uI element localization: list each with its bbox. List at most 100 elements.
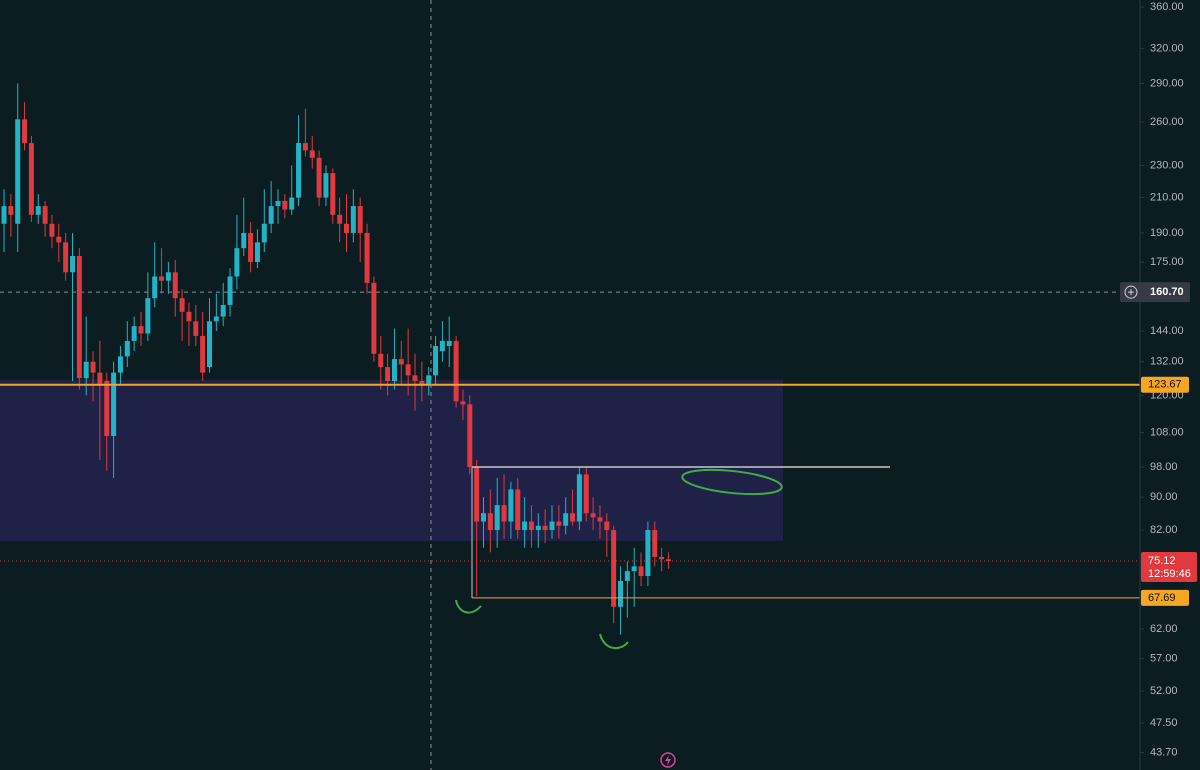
candle-body <box>378 353 384 368</box>
candle-body <box>460 401 466 405</box>
y-tick-label: 144.00 <box>1150 325 1184 337</box>
candle-body <box>501 505 507 522</box>
price-tag <box>1141 552 1197 583</box>
candle-body <box>220 304 226 317</box>
y-tick-label: 132.00 <box>1150 356 1184 368</box>
candle-body <box>8 206 14 215</box>
candle-body <box>309 150 315 158</box>
candle-body <box>15 119 21 224</box>
candle-body <box>200 335 206 373</box>
candle-body <box>42 206 48 224</box>
candle-body <box>624 571 630 581</box>
candle-body <box>330 173 336 215</box>
candle-body <box>97 372 103 384</box>
candle-body <box>323 173 329 198</box>
candle-body <box>131 326 137 341</box>
y-tick-label: 210.00 <box>1150 191 1184 203</box>
candle-body <box>535 525 541 531</box>
candle-body <box>453 340 459 402</box>
candle-body <box>28 143 34 215</box>
y-tick-label: 47.50 <box>1150 717 1178 729</box>
candle-body <box>316 157 322 198</box>
candle-body <box>104 381 110 436</box>
candle-body <box>145 298 151 334</box>
candle-body <box>439 340 445 352</box>
candle-body <box>165 272 171 281</box>
candle-body <box>90 361 96 373</box>
y-tick-label: 230.00 <box>1150 159 1184 171</box>
candle-body <box>385 367 391 382</box>
candle-body <box>159 276 165 281</box>
candle-body <box>83 361 89 379</box>
y-tick-label: 175.00 <box>1150 256 1184 268</box>
candle-body <box>241 232 247 249</box>
candle-body <box>56 236 62 243</box>
zone <box>0 379 783 542</box>
candle-body <box>261 223 267 243</box>
candle-body <box>302 143 308 151</box>
candle-body <box>364 232 370 283</box>
candle-body <box>282 200 288 210</box>
candle-body <box>193 321 199 336</box>
candle-body <box>467 404 473 468</box>
y-tick-label: 190.00 <box>1150 227 1184 239</box>
candle-body <box>22 119 28 144</box>
level-label: 123.67 <box>1148 379 1182 391</box>
y-tick-label: 108.00 <box>1150 427 1184 439</box>
candle-body <box>49 223 55 237</box>
candle-body <box>124 340 130 357</box>
candle-body <box>398 359 404 365</box>
candle-body <box>446 340 452 347</box>
candle-body <box>433 346 439 376</box>
candle-body <box>227 276 233 305</box>
candle-body <box>522 521 528 531</box>
lightning-icon[interactable] <box>660 752 676 768</box>
crosshair-label: 160.70 <box>1150 286 1184 298</box>
candle-body <box>487 513 493 531</box>
y-tick-label: 320.00 <box>1150 43 1184 55</box>
candle-body <box>152 276 158 299</box>
candle-body <box>63 242 69 273</box>
candle-body <box>1 206 7 224</box>
level-label: 67.69 <box>1148 592 1176 604</box>
level-tag <box>1141 589 1189 606</box>
candle-body <box>652 530 658 557</box>
candle-body <box>528 521 534 531</box>
y-tick-label: 57.00 <box>1150 653 1178 665</box>
candle-body <box>213 316 219 322</box>
candle-body <box>248 232 254 263</box>
crosshair-plus[interactable] <box>1124 285 1138 299</box>
candle-body <box>391 359 397 382</box>
axis-labels: 360.00 320.00 290.00 260.00 230.00 210.00 190.… <box>1120 1 1197 758</box>
y-tick-label: 90.00 <box>1150 491 1178 503</box>
candle-body <box>111 372 117 436</box>
candle-body <box>337 214 343 224</box>
candle-body <box>289 197 295 210</box>
y-tick-label: 43.70 <box>1150 746 1178 758</box>
candle-body <box>35 206 41 215</box>
candle-body <box>357 206 363 233</box>
level-tag <box>1141 376 1189 393</box>
candle-body <box>638 566 644 577</box>
candle-body <box>563 513 569 526</box>
candle-body <box>344 223 349 233</box>
candle-body <box>412 375 418 382</box>
annotation-stroke <box>455 599 482 614</box>
candle-body <box>405 364 411 376</box>
candle-body <box>618 580 623 607</box>
candle-body <box>631 566 637 572</box>
candle-body <box>645 530 651 577</box>
candle-body <box>350 206 356 233</box>
candle-body <box>604 521 610 531</box>
candle-body <box>549 521 555 531</box>
candle-body <box>426 375 432 384</box>
y-tick-label: 98.00 <box>1150 461 1178 473</box>
crosshair-tag <box>1120 282 1190 303</box>
candle-body <box>186 311 192 322</box>
candle-body <box>172 272 178 299</box>
candle-body <box>556 521 562 526</box>
candle-body <box>474 467 480 522</box>
candle-body <box>659 556 665 560</box>
candle-body <box>138 326 144 334</box>
